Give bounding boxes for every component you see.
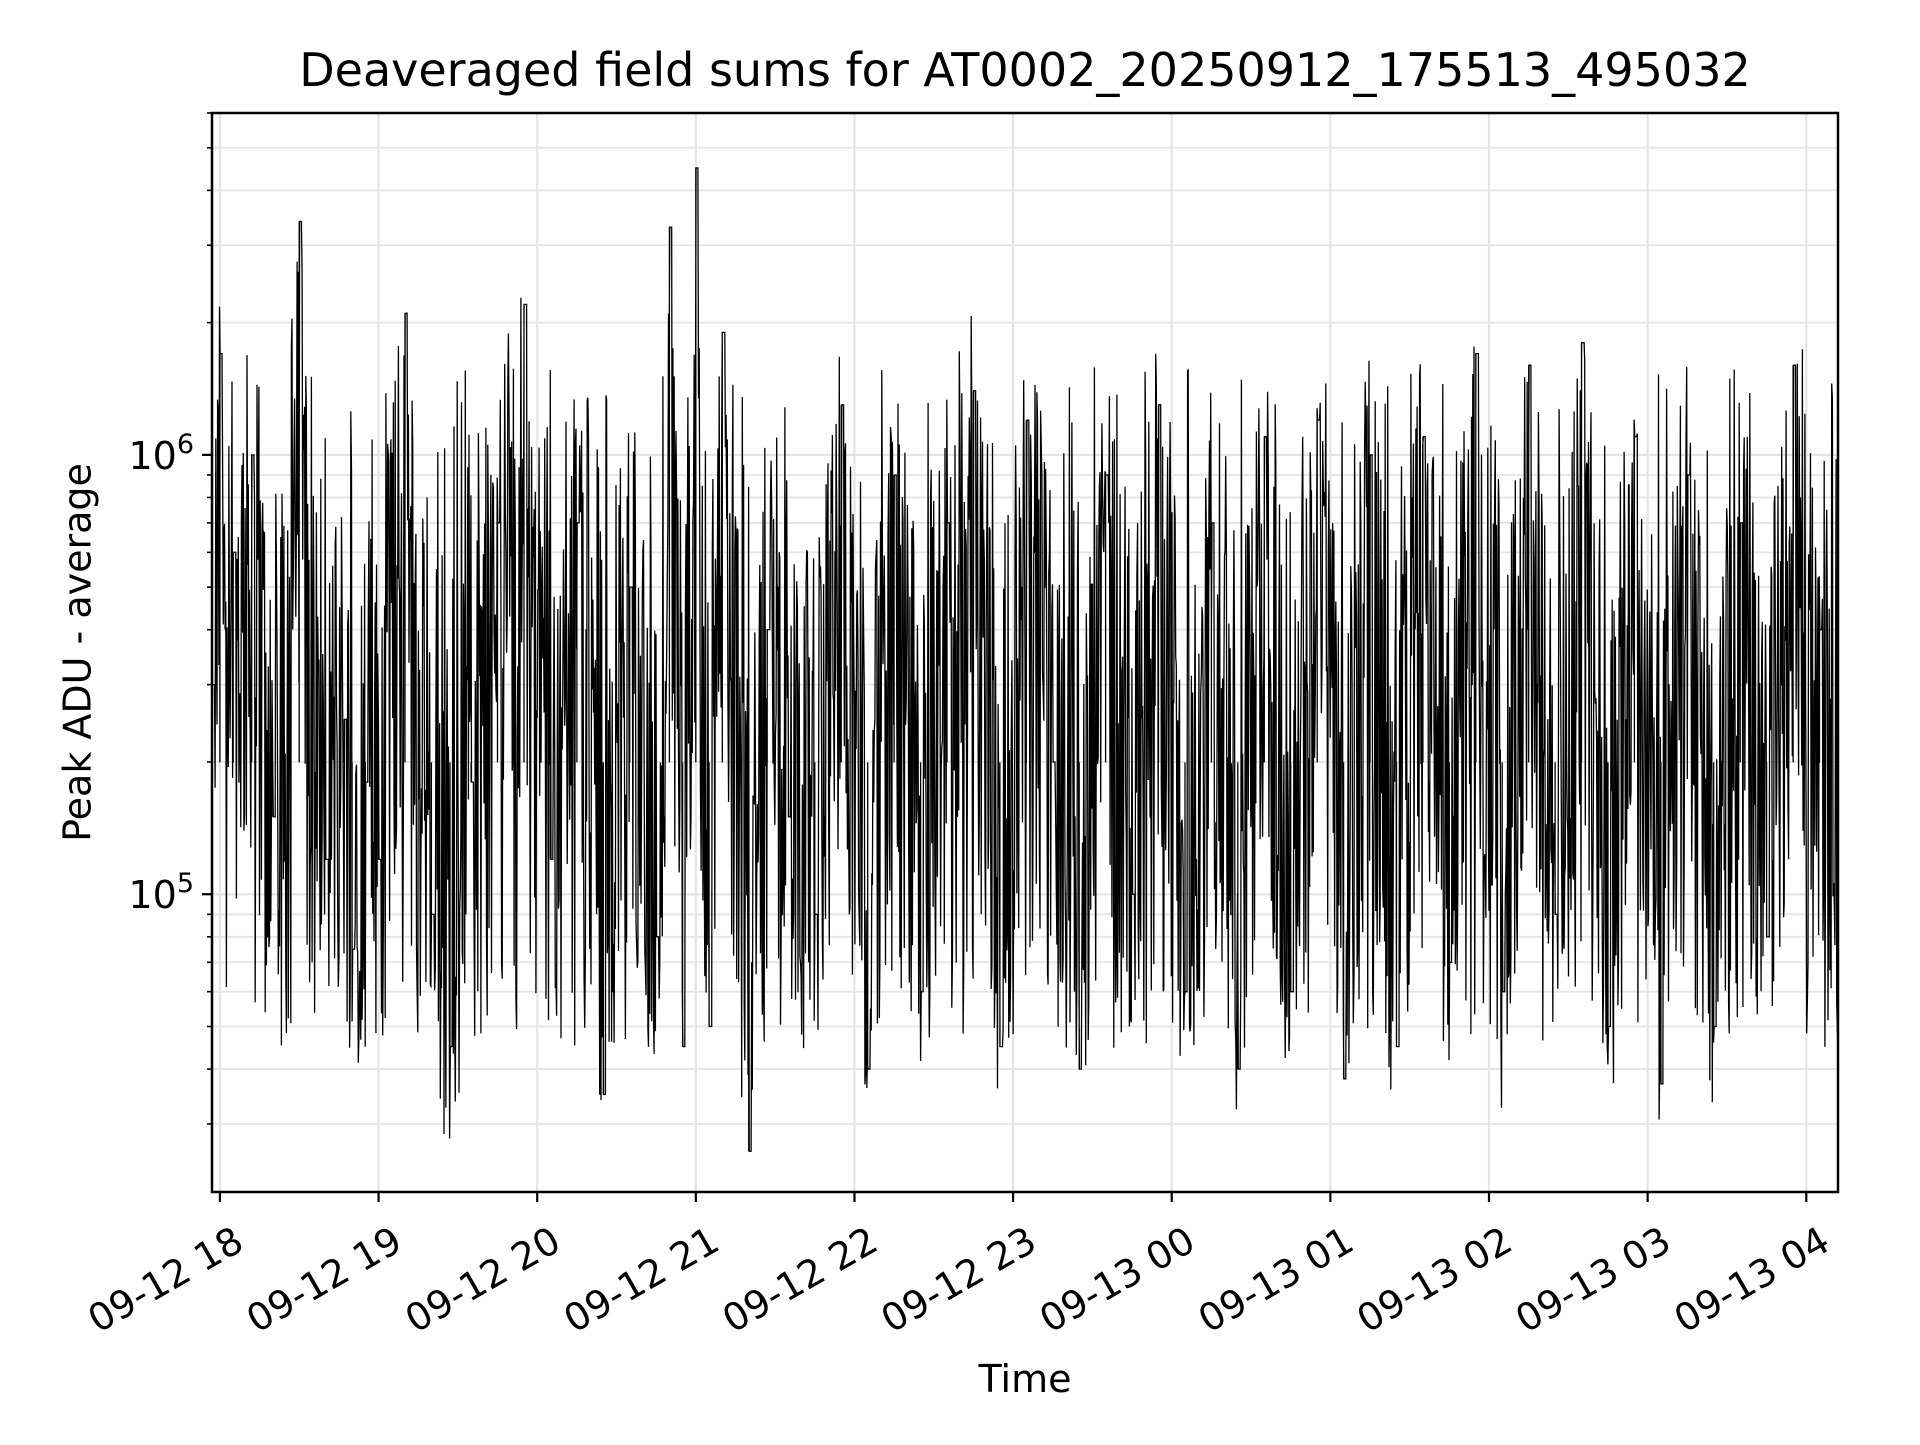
y-tick-label-base: 10 xyxy=(128,873,176,917)
y-axis-label: Peak ADU - average xyxy=(56,463,100,842)
chart-title: Deaveraged field sums for AT0002_2025091… xyxy=(299,43,1751,97)
series-layer xyxy=(211,167,1839,1152)
y-tick-label: 105 xyxy=(128,868,194,917)
y-tick-label-exponent: 6 xyxy=(177,429,194,460)
plot-frame xyxy=(210,111,1840,1194)
y-tick-label: 106 xyxy=(128,429,194,478)
x-axis-label: Time xyxy=(978,1357,1072,1401)
y-tick-label-base: 10 xyxy=(128,434,176,478)
series-line xyxy=(211,167,1839,1152)
y-tick-label-exponent: 5 xyxy=(177,868,194,899)
